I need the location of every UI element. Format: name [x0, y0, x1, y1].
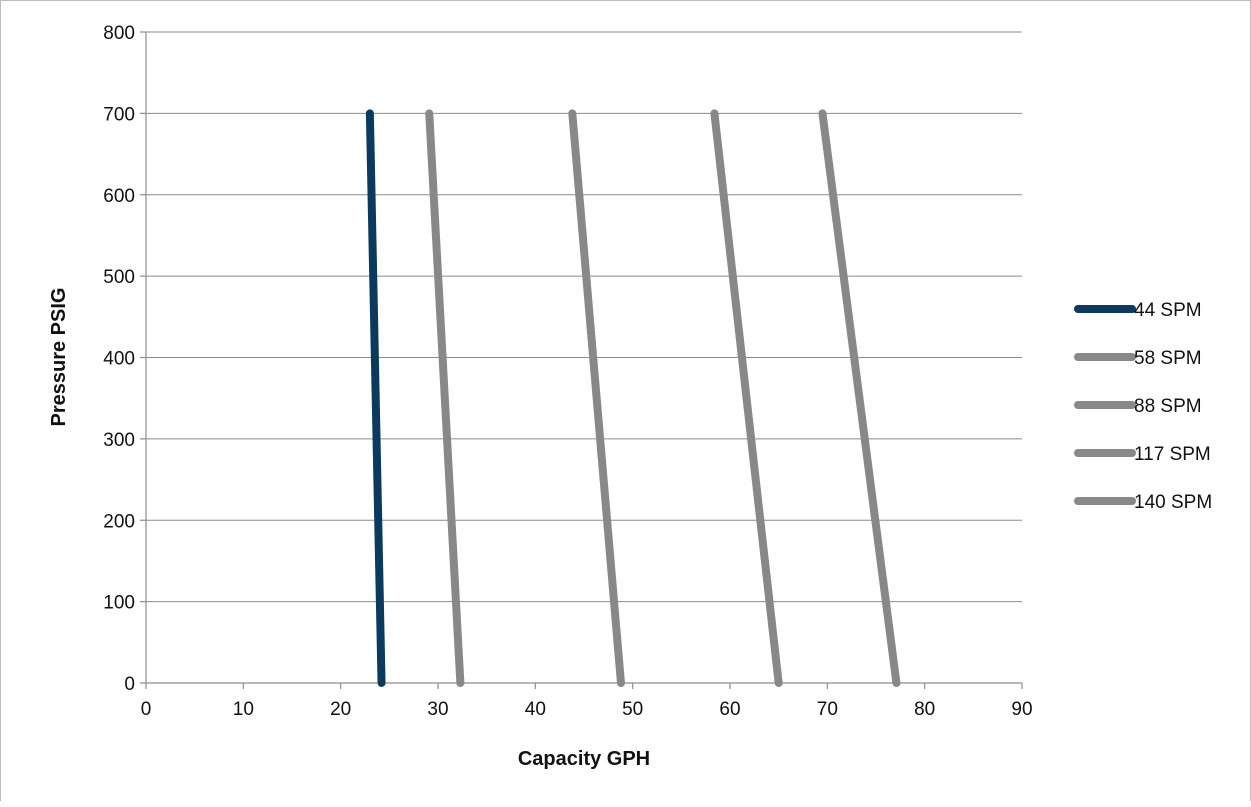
- x-tick-label: 90: [1011, 699, 1032, 720]
- y-tick-label: 0: [124, 674, 135, 695]
- legend-item: 44 SPM: [1074, 300, 1202, 321]
- y-tick-label: 700: [103, 104, 135, 125]
- series-layer: [365, 109, 901, 687]
- series-line-1: [365, 109, 386, 687]
- y-tick-label: 100: [103, 593, 135, 614]
- x-tick-label: 50: [622, 699, 643, 720]
- y-tick-label: 300: [103, 430, 135, 451]
- x-tick-label: 80: [914, 699, 935, 720]
- legend-item: 88 SPM: [1074, 396, 1202, 417]
- series-line-3: [568, 109, 625, 687]
- x-tick-label: 40: [525, 699, 546, 720]
- grid-layer: [146, 31, 1022, 603]
- legend-item: 58 SPM: [1074, 348, 1202, 369]
- x-tick-label: 70: [817, 699, 838, 720]
- series-line-4: [710, 109, 783, 687]
- y-tick-label: 400: [103, 349, 135, 370]
- legend-label: 88 SPM: [1134, 396, 1202, 417]
- y-tick-label: 800: [103, 23, 135, 44]
- legend-item: 117 SPM: [1074, 444, 1211, 465]
- legend: 44 SPM 58 SPM 88 SPM 117 SPM 140 SPM: [1074, 300, 1212, 513]
- x-tick-label: 0: [141, 699, 152, 720]
- axes-layer: [140, 31, 1023, 689]
- x-axis-title: Capacity GPH: [518, 748, 650, 770]
- y-axis-title: Pressure PSIG: [48, 288, 70, 427]
- y-tick-label: 500: [103, 267, 135, 288]
- y-tick-label: 200: [103, 511, 135, 532]
- x-tick-label: 10: [233, 699, 254, 720]
- x-tick-label: 60: [719, 699, 740, 720]
- legend-label: 117 SPM: [1134, 444, 1211, 465]
- legend-label: 140 SPM: [1134, 492, 1212, 513]
- x-tick-label: 30: [427, 699, 448, 720]
- legend-item: 140 SPM: [1074, 492, 1212, 513]
- tick-labels-layer: 0 100 200 300 400 500 600 700 800 0 10 20 30 40 50 60 70…: [103, 23, 1032, 720]
- series-line-5: [818, 109, 901, 687]
- legend-label: 58 SPM: [1134, 348, 1202, 369]
- y-tick-label: 600: [103, 186, 135, 207]
- series-line-2: [425, 109, 465, 687]
- legend-label: 44 SPM: [1134, 300, 1202, 321]
- x-tick-label: 20: [330, 699, 351, 720]
